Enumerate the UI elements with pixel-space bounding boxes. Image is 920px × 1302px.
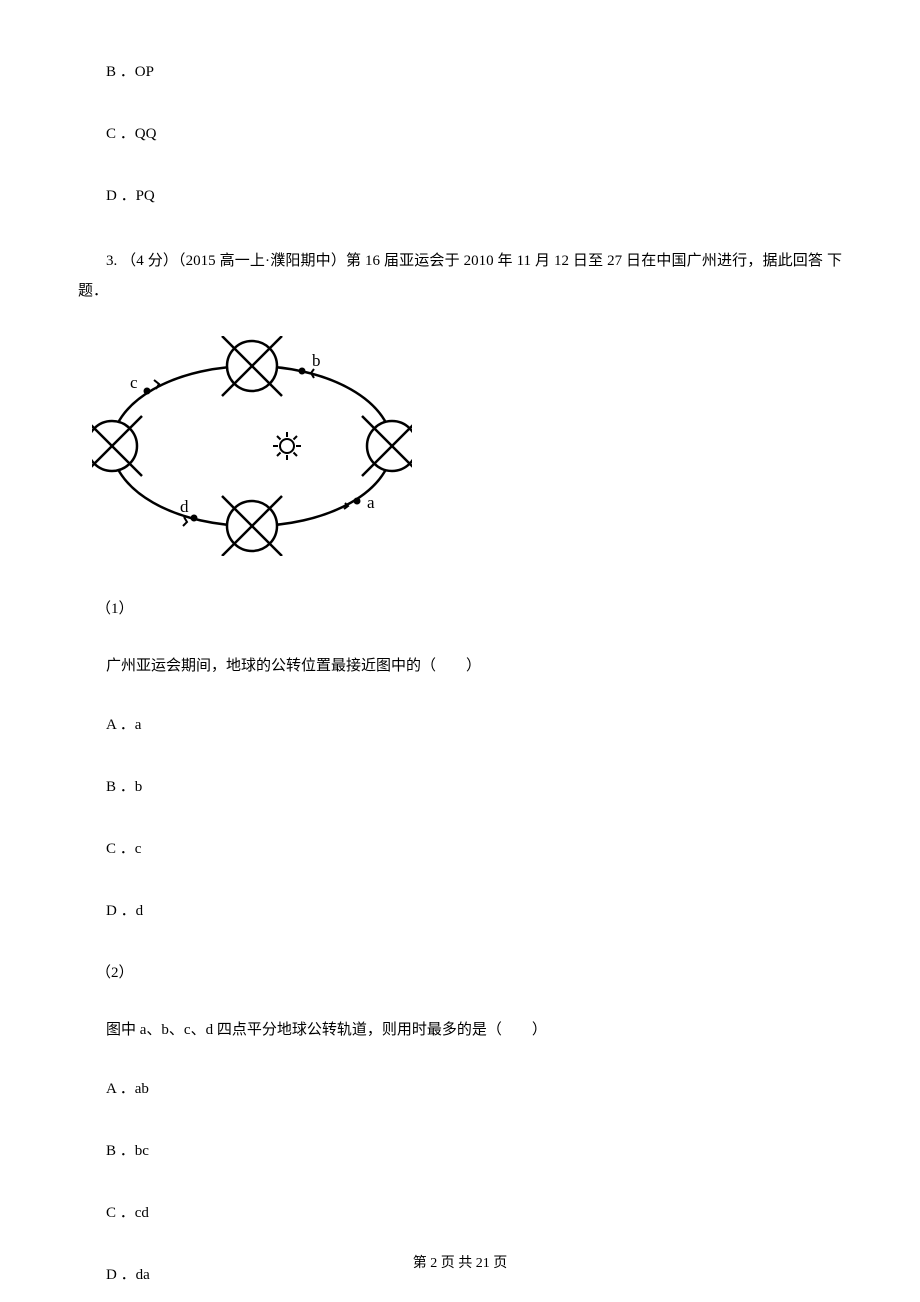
q3-1-option-c: C ．c — [106, 837, 842, 861]
diagram-label-d: d — [180, 497, 189, 516]
sub-question-2-text: 图中 a、b、c、d 四点平分地球公转轨道，则用时最多的是（ ） — [106, 1018, 842, 1039]
orbit-diagram: a b c — [92, 336, 842, 561]
page-footer: 第 2 页 共 21 页 — [0, 1252, 920, 1272]
diagram-label-c: c — [130, 373, 138, 392]
option-c-top: C ．QQ — [106, 122, 842, 146]
q3-1-option-b: B ．b — [106, 775, 842, 799]
sub-question-2-num: （2） — [96, 961, 842, 982]
q3-1-option-d: D ．d — [106, 899, 842, 923]
q3-2-option-a: A ．ab — [106, 1077, 842, 1101]
sub-question-1-text: 广州亚运会期间，地球的公转位置最接近图中的（ ） — [106, 654, 842, 675]
sub-question-1-num: （1） — [96, 597, 842, 618]
q3-1-option-a: A ．a — [106, 713, 842, 737]
option-b-top: B ．OP — [106, 60, 842, 84]
diagram-label-a: a — [367, 493, 375, 512]
q3-2-option-b: B ．bc — [106, 1139, 842, 1163]
q3-2-option-c: C ．cd — [106, 1201, 842, 1225]
option-d-top: D ．PQ — [106, 184, 842, 208]
diagram-label-b: b — [312, 351, 321, 370]
question-3-stem: 3. （4 分）（2015 高一上·濮阳期中）第 16 届亚运会于 2010 年… — [78, 246, 842, 306]
